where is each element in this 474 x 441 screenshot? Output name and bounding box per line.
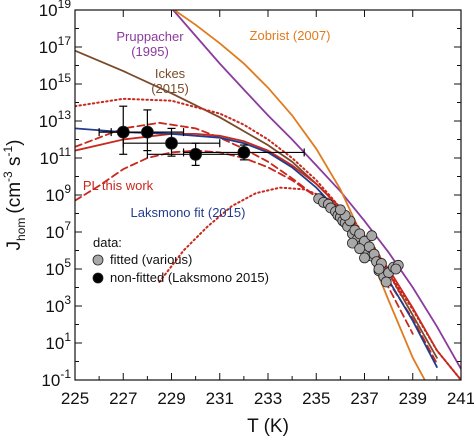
series-line-pl-upper <box>75 97 461 380</box>
axes-layer: 225 227 229 231 233 235 237 239 241 10-1 101 103 105… <box>39 0 474 408</box>
legend-entry-label: non-fitted (Laksmono 2015) <box>110 270 269 285</box>
annotation-2015: (2015) <box>151 81 189 96</box>
annotation-pl-this-work: PL this work <box>83 178 154 193</box>
data-point-non-fitted-laksmono-2015 <box>189 147 203 161</box>
series-line-zobrist-2007 <box>172 10 426 380</box>
y-tick-label: 109 <box>45 182 71 205</box>
data-point-fitted-various <box>359 252 370 264</box>
y-tick-label: 101 <box>45 330 71 353</box>
data-point-fitted-various <box>366 230 378 242</box>
y-tick-label: 1013 <box>39 108 72 131</box>
annotation-1995: (1995) <box>131 44 169 59</box>
x-axis-title: T (K) <box>247 416 289 437</box>
x-tick-label: 241 <box>447 389 474 408</box>
legend-entry-label: fitted (various) <box>110 252 192 267</box>
y-tick-label: 103 <box>45 293 71 316</box>
data-point-fitted-various <box>354 243 366 255</box>
x-tick-label: 233 <box>254 389 282 408</box>
x-tick-label: 229 <box>157 389 185 408</box>
annotation-laksmono-fit-2015: Laksmono fit (2015) <box>131 205 246 220</box>
data-point-non-fitted-laksmono-2015 <box>165 136 178 150</box>
legend-title: data: <box>93 235 122 250</box>
x-tick-label: 231 <box>206 389 234 408</box>
plot-frame <box>74 9 462 381</box>
legend-marker <box>92 272 104 284</box>
series-line-ickes-2015 <box>75 49 438 359</box>
annotation-zobrist-2007: Zobrist (2007) <box>250 28 331 43</box>
y-tick-label: 107 <box>45 219 71 242</box>
annotation-pruppacher: Pruppacher <box>116 29 184 44</box>
data-point-fitted-various <box>373 263 385 275</box>
y-axis-title: Jhom(cm-3 s-1) <box>1 140 28 251</box>
x-tick-label: 225 <box>61 389 89 408</box>
data-point-fitted-various <box>347 237 358 249</box>
y-tick-label: 105 <box>45 256 71 279</box>
series-line-pruppacher-1995 <box>171 10 461 370</box>
x-tick-label: 227 <box>109 389 137 408</box>
points-layer <box>98 105 404 288</box>
x-tick-label: 235 <box>302 389 330 408</box>
data-point-non-fitted-laksmono-2015 <box>237 146 251 159</box>
annotations-layer: Pruppacher(1995) Zobrist (2007) Ickes(2015… <box>83 28 331 220</box>
legend: data: fitted (various) non-fitted (Laksmon… <box>92 235 269 285</box>
series-line-laksmono-fit-2015 <box>75 127 438 368</box>
data-point-fitted-various <box>334 204 346 216</box>
x-tick-label: 239 <box>399 389 427 408</box>
annotation-ickes: Ickes <box>155 66 186 81</box>
y-tick-label: 10-1 <box>41 367 71 390</box>
y-tick-label: 1015 <box>39 71 72 94</box>
x-tick-label: 237 <box>350 389 378 408</box>
data-point-non-fitted-laksmono-2015 <box>140 125 154 139</box>
curves-layer <box>75 10 461 380</box>
y-tick-label: 1017 <box>39 34 72 57</box>
data-point-fitted-various <box>390 263 402 275</box>
legend-marker <box>92 254 104 266</box>
y-tick-label: 1019 <box>39 0 72 20</box>
data-point-fitted-various <box>380 276 392 288</box>
y-tick-label: 1011 <box>40 145 72 168</box>
